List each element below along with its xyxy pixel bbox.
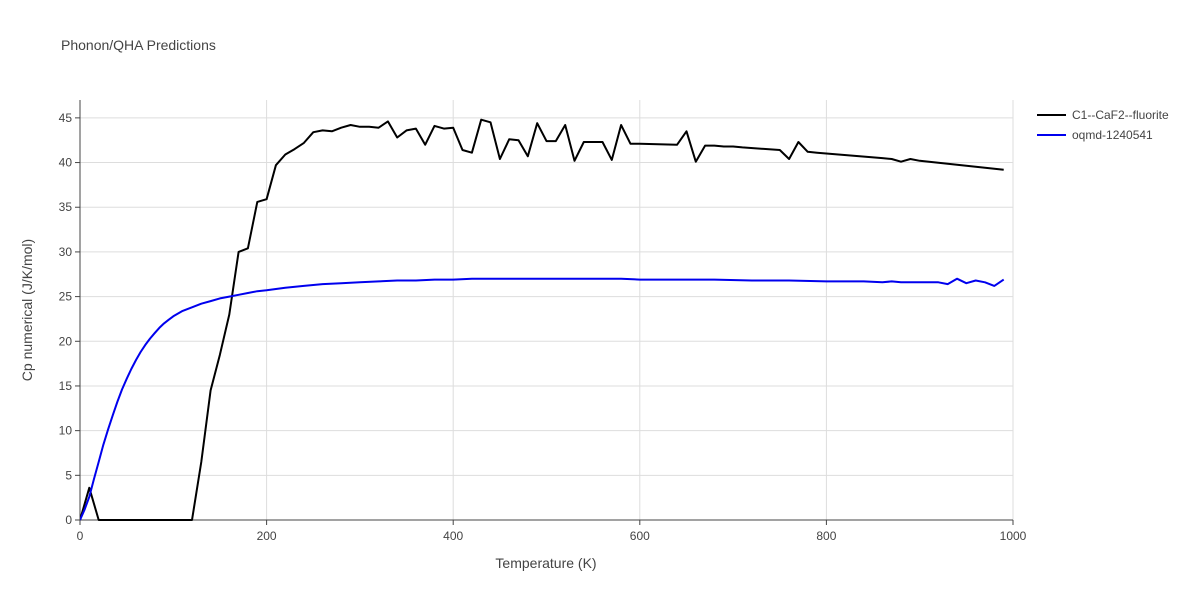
x-tick-label: 400 [443,529,463,543]
plot-area [80,118,1005,521]
x-tick-label: 200 [257,529,277,543]
series-line-oqmd-1240541 [80,277,1005,521]
series-group [80,118,1005,521]
y-tick-label: 20 [59,334,73,348]
tick-labels: 0 200 400 600 800 1000 0 5 10 15 20 25 30 35 40 45 [59,111,1027,543]
y-tick-label: 10 [59,424,73,438]
y-tick-label: 5 [65,468,72,482]
x-axis-label: Temperature (K) [495,555,596,571]
series-line-C1--CaF2--fluorite [80,118,1004,521]
legend: C1--CaF2--fluorite oqmd-1240541 [1037,108,1169,142]
x-tick-label: 0 [77,529,84,543]
legend-label: oqmd-1240541 [1072,128,1153,142]
y-tick-label: 25 [59,290,73,304]
chart-title: Phonon/QHA Predictions [61,37,216,53]
y-tick-label: 40 [59,156,73,170]
axes [75,100,1014,525]
y-axis-label: Cp numerical (J/K/mol) [19,239,35,381]
y-tick-label: 30 [59,245,73,259]
y-tick-label: 35 [59,200,73,214]
legend-label: C1--CaF2--fluorite [1072,108,1169,122]
y-tick-label: 0 [65,513,72,527]
x-tick-label: 1000 [1000,529,1027,543]
y-tick-label: 15 [59,379,73,393]
grid [80,100,1014,520]
y-tick-label: 45 [59,111,73,125]
x-tick-label: 800 [816,529,836,543]
x-tick-label: 600 [630,529,650,543]
